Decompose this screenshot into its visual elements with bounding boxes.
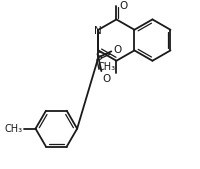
Text: O: O bbox=[102, 74, 111, 84]
Text: N: N bbox=[94, 26, 101, 36]
Text: CH₃: CH₃ bbox=[97, 62, 115, 72]
Text: O: O bbox=[119, 1, 128, 11]
Text: O: O bbox=[113, 45, 122, 55]
Text: S: S bbox=[95, 52, 102, 62]
Text: CH₃: CH₃ bbox=[5, 124, 23, 134]
